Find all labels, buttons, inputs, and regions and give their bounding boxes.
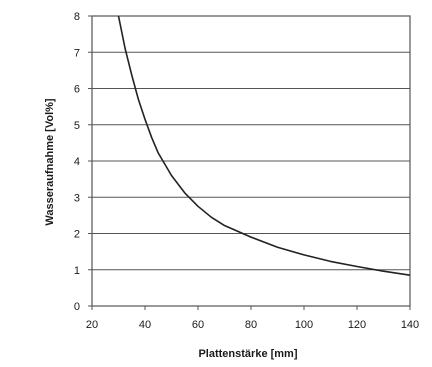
x-tick-label: 100 (295, 319, 313, 331)
y-tick-label: 0 (74, 301, 80, 313)
x-tick-label: 20 (86, 319, 98, 331)
x-tick-labels: 20 40 60 80 100 120 140 (86, 319, 419, 331)
y-tick-label: 1 (74, 265, 80, 277)
y-tick-labels: 0 1 2 3 4 5 6 7 8 (74, 11, 80, 313)
series-layer (117, 15, 411, 276)
series-line-0 (117, 15, 411, 276)
y-tick-label: 3 (74, 192, 80, 204)
x-axis-title: Plattenstärke [mm] (198, 348, 297, 360)
x-tick-label: 60 (192, 319, 204, 331)
y-tick-label: 8 (74, 11, 80, 23)
x-tick-label: 40 (139, 319, 151, 331)
plot-frame (91, 15, 411, 307)
gridlines (88, 15, 411, 310)
plot-area-border (91, 15, 411, 307)
y-tick-label: 4 (74, 156, 80, 168)
y-tick-label: 6 (74, 84, 80, 96)
x-tick-label: 140 (401, 319, 419, 331)
x-tick-label: 120 (348, 319, 366, 331)
y-tick-label: 2 (74, 229, 80, 241)
y-tick-label: 7 (74, 47, 80, 59)
y-axis-title: Wasseraufnahme [Vol%] (44, 98, 56, 225)
x-tick-label: 80 (245, 319, 257, 331)
y-tick-label: 5 (74, 120, 80, 132)
